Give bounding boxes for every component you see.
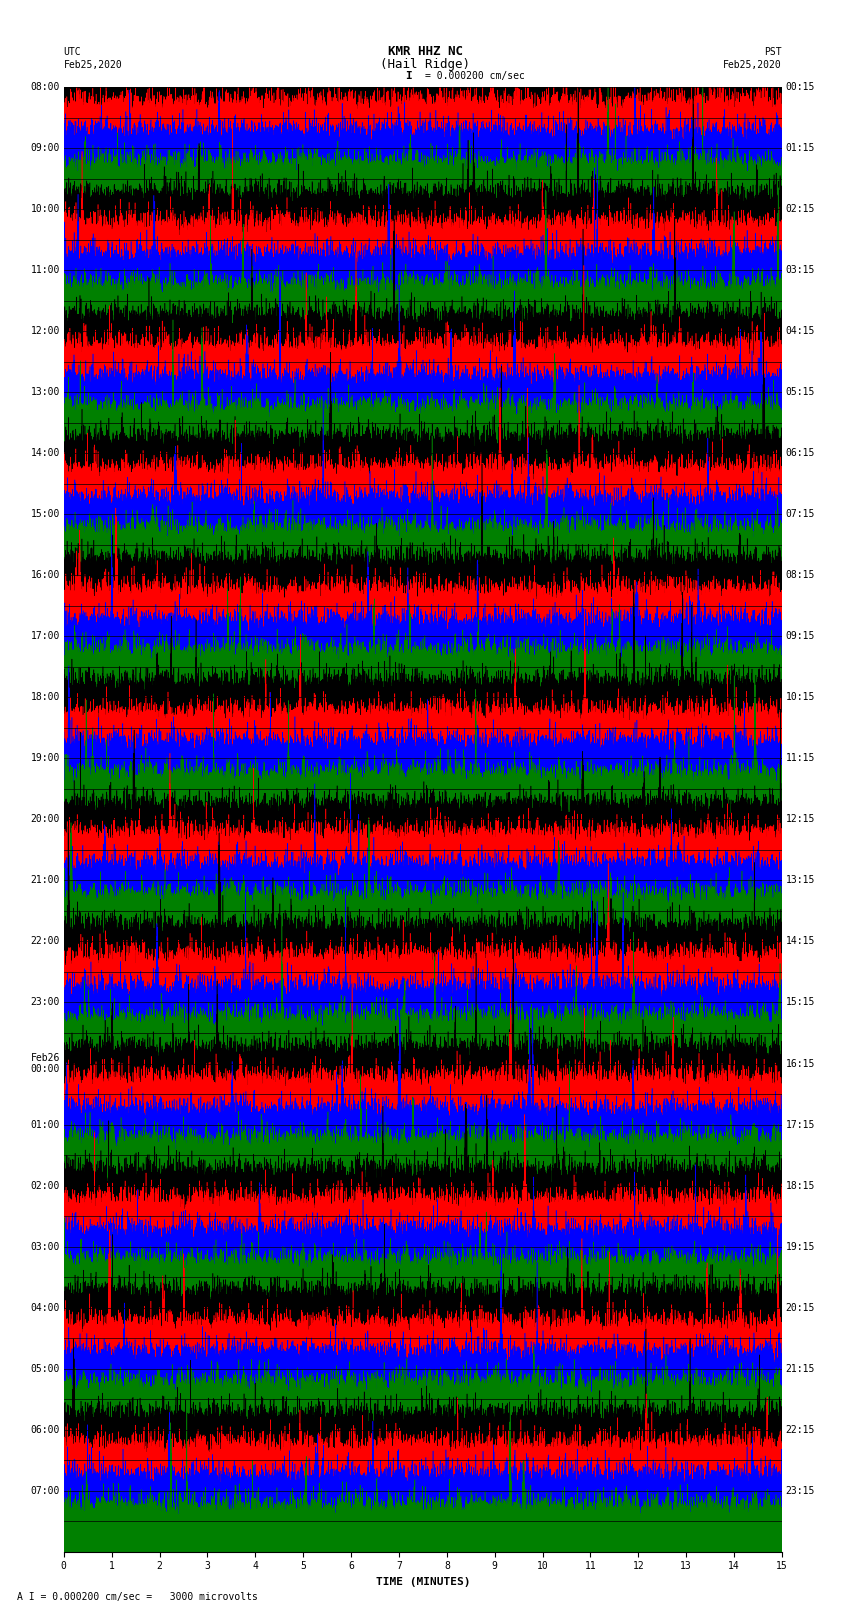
Text: 09:15: 09:15 (785, 631, 815, 642)
Text: 02:15: 02:15 (785, 205, 815, 215)
X-axis label: TIME (MINUTES): TIME (MINUTES) (376, 1578, 470, 1587)
Text: 06:15: 06:15 (785, 448, 815, 458)
Text: UTC: UTC (64, 47, 82, 56)
Text: 16:15: 16:15 (785, 1058, 815, 1068)
Text: 07:00: 07:00 (31, 1486, 60, 1495)
Text: 14:00: 14:00 (31, 448, 60, 458)
Text: 17:00: 17:00 (31, 631, 60, 642)
Text: 18:15: 18:15 (785, 1181, 815, 1190)
Text: 04:00: 04:00 (31, 1303, 60, 1313)
Text: 01:15: 01:15 (785, 144, 815, 153)
Text: Feb26
00:00: Feb26 00:00 (31, 1053, 60, 1074)
Text: 20:00: 20:00 (31, 815, 60, 824)
Text: 03:00: 03:00 (31, 1242, 60, 1252)
Text: 04:15: 04:15 (785, 326, 815, 336)
Text: 10:00: 10:00 (31, 205, 60, 215)
Text: Feb25,2020: Feb25,2020 (723, 60, 782, 69)
Text: 20:15: 20:15 (785, 1303, 815, 1313)
Text: 21:00: 21:00 (31, 876, 60, 886)
Text: 15:00: 15:00 (31, 510, 60, 519)
Text: 23:15: 23:15 (785, 1486, 815, 1495)
Text: 15:15: 15:15 (785, 997, 815, 1008)
Text: 17:15: 17:15 (785, 1119, 815, 1129)
Text: 10:15: 10:15 (785, 692, 815, 702)
Text: 11:15: 11:15 (785, 753, 815, 763)
Text: 12:15: 12:15 (785, 815, 815, 824)
Text: 21:15: 21:15 (785, 1363, 815, 1374)
Text: PST: PST (764, 47, 782, 56)
Text: 08:00: 08:00 (31, 82, 60, 92)
Text: 05:00: 05:00 (31, 1363, 60, 1374)
Text: = 0.000200 cm/sec: = 0.000200 cm/sec (425, 71, 524, 81)
Text: KMR HHZ NC: KMR HHZ NC (388, 45, 462, 58)
Text: 23:00: 23:00 (31, 997, 60, 1008)
Text: 02:00: 02:00 (31, 1181, 60, 1190)
Text: 08:15: 08:15 (785, 571, 815, 581)
Text: 19:15: 19:15 (785, 1242, 815, 1252)
Text: 18:00: 18:00 (31, 692, 60, 702)
Text: 12:00: 12:00 (31, 326, 60, 336)
Text: 01:00: 01:00 (31, 1119, 60, 1129)
Text: 07:15: 07:15 (785, 510, 815, 519)
Text: 22:00: 22:00 (31, 937, 60, 947)
Text: 22:15: 22:15 (785, 1424, 815, 1434)
Text: 16:00: 16:00 (31, 571, 60, 581)
Text: (Hail Ridge): (Hail Ridge) (380, 58, 470, 71)
Text: A I = 0.000200 cm/sec =   3000 microvolts: A I = 0.000200 cm/sec = 3000 microvolts (17, 1592, 258, 1602)
Text: 13:00: 13:00 (31, 387, 60, 397)
Text: 09:00: 09:00 (31, 144, 60, 153)
Text: 00:15: 00:15 (785, 82, 815, 92)
Text: 11:00: 11:00 (31, 265, 60, 276)
Text: 13:15: 13:15 (785, 876, 815, 886)
Text: 05:15: 05:15 (785, 387, 815, 397)
Text: 03:15: 03:15 (785, 265, 815, 276)
Text: Feb25,2020: Feb25,2020 (64, 60, 122, 69)
Text: 14:15: 14:15 (785, 937, 815, 947)
Text: I: I (405, 71, 411, 81)
Text: 06:00: 06:00 (31, 1424, 60, 1434)
Text: 19:00: 19:00 (31, 753, 60, 763)
